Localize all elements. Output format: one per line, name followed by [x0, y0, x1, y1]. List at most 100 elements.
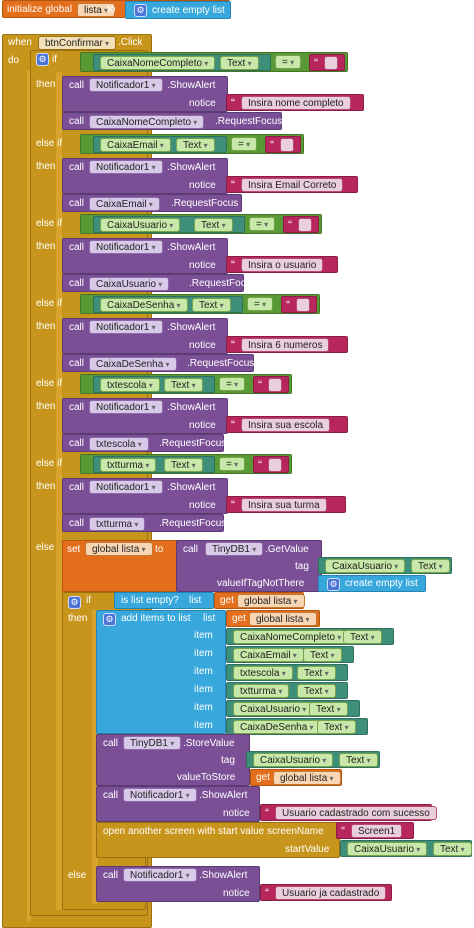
- empty-text-block[interactable]: “: [283, 216, 319, 233]
- property-dropdown[interactable]: Text: [164, 378, 203, 392]
- component-dropdown[interactable]: CaixaUsuario: [347, 842, 428, 856]
- component-getter-block[interactable]: CaixaUsuario Text: [93, 216, 245, 233]
- notifier-dropdown[interactable]: Notificador1: [89, 78, 163, 92]
- getvalue-block[interactable]: call TinyDB1 .GetValue tag valueIfTagNot…: [176, 540, 322, 592]
- component-dropdown[interactable]: CaixaNomeCompleto: [100, 56, 216, 70]
- text-block[interactable]: “ Screen1: [336, 822, 414, 839]
- component-getter-block[interactable]: txtturma Text: [93, 456, 215, 473]
- property-dropdown[interactable]: Text: [192, 298, 231, 312]
- message-text-block[interactable]: “ Insira sua escola: [226, 416, 348, 433]
- showalert-block[interactable]: call Notificador1 .ShowAlert notice: [62, 478, 228, 514]
- message-text-block[interactable]: “ Insira sua turma: [226, 496, 346, 513]
- notifier-dropdown[interactable]: Notificador1: [89, 400, 163, 414]
- component-dropdown[interactable]: CaixaUsuario: [325, 559, 406, 573]
- message-text-value[interactable]: Insira o usuario: [241, 258, 324, 272]
- getvalue-tag-block[interactable]: CaixaUsuario Text: [318, 557, 452, 574]
- property-dropdown[interactable]: Text: [297, 684, 336, 698]
- message-text-block[interactable]: “ Insira o usuario: [226, 256, 338, 273]
- property-dropdown[interactable]: Text: [303, 648, 342, 662]
- create-empty-list-block[interactable]: ⚙ create empty list: [318, 575, 426, 592]
- text-value[interactable]: Screen1: [351, 824, 403, 838]
- property-dropdown[interactable]: Text: [433, 842, 472, 856]
- notifier-dropdown[interactable]: Notificador1: [89, 240, 163, 254]
- compare-block[interactable]: txtturma Text = “: [80, 454, 292, 474]
- requestfocus-block[interactable]: call CaixaNomeCompleto .RequestFocus: [62, 112, 282, 130]
- operator-dropdown[interactable]: =: [231, 137, 258, 151]
- operator-dropdown[interactable]: =: [249, 217, 276, 231]
- component-dropdown[interactable]: CaixaUsuario: [253, 753, 334, 767]
- mutator-gear-icon[interactable]: ⚙: [36, 53, 49, 66]
- message-text-block[interactable]: “ Insira nome completo: [226, 94, 364, 111]
- getvalue-db-dropdown[interactable]: TinyDB1: [205, 542, 264, 556]
- showalert-block[interactable]: call Notificador1 .ShowAlert notice: [62, 238, 228, 274]
- message-text-value[interactable]: Insira sua escola: [241, 418, 331, 432]
- empty-text-value[interactable]: [268, 378, 282, 392]
- property-dropdown[interactable]: Text: [297, 666, 336, 680]
- empty-text-block[interactable]: “: [265, 136, 301, 153]
- requestfocus-block[interactable]: call CaixaUsuario .RequestFocus: [62, 274, 256, 292]
- component-dropdown[interactable]: txtescola: [100, 378, 160, 392]
- set-global-block[interactable]: set global lista to: [62, 540, 178, 592]
- component-dropdown[interactable]: CaixaDeSenha: [233, 720, 321, 734]
- focus-component-dropdown[interactable]: CaixaUsuario: [89, 277, 170, 291]
- create-empty-list-block[interactable]: ⚙ create empty list: [125, 1, 231, 19]
- get-var-block[interactable]: get global lista: [214, 592, 305, 609]
- text-value[interactable]: Usuario cadastrado com sucesso: [275, 806, 437, 820]
- compare-block[interactable]: CaixaDeSenha Text = “: [80, 294, 320, 314]
- gear-icon[interactable]: ⚙: [134, 4, 147, 17]
- notifier-dropdown[interactable]: Notificador1: [123, 868, 197, 882]
- component-dropdown[interactable]: CaixaUsuario: [233, 702, 314, 716]
- component-dropdown[interactable]: CaixaDeSenha: [100, 298, 188, 312]
- component-dropdown[interactable]: CaixaUsuario: [100, 218, 181, 232]
- requestfocus-block[interactable]: call CaixaDeSenha .RequestFocus: [62, 354, 254, 372]
- focus-component-dropdown[interactable]: txtturma: [89, 517, 146, 531]
- event-component-dropdown[interactable]: btnConfirmar: [38, 36, 117, 50]
- requestfocus-block[interactable]: call txtturma .RequestFocus: [62, 514, 226, 532]
- compare-block[interactable]: CaixaNomeCompleto Text = “: [80, 52, 348, 72]
- text-value[interactable]: Usuario ja cadastrado: [275, 886, 387, 900]
- operator-dropdown[interactable]: =: [247, 297, 274, 311]
- property-dropdown[interactable]: Text: [220, 56, 259, 70]
- showalert-duplicate-block[interactable]: call Notificador1 .ShowAlert notice: [96, 866, 260, 902]
- empty-text-block[interactable]: “: [253, 456, 289, 473]
- showalert-block[interactable]: call Notificador1 .ShowAlert notice: [62, 318, 228, 354]
- property-dropdown[interactable]: Text: [317, 720, 356, 734]
- is-list-empty-block[interactable]: is list empty? list: [114, 592, 214, 609]
- set-var-dropdown[interactable]: global lista: [85, 542, 153, 556]
- operator-dropdown[interactable]: =: [219, 377, 246, 391]
- showalert-block[interactable]: call Notificador1 .ShowAlert notice: [62, 158, 228, 194]
- storevalue-block[interactable]: call TinyDB1 .StoreValue tag valueToStor…: [96, 734, 250, 786]
- get-var-block[interactable]: get global lista: [250, 769, 342, 786]
- component-dropdown[interactable]: CaixaNomeCompleto: [233, 630, 349, 644]
- init-global-block[interactable]: initialize global lista to ⚙ create empt…: [2, 0, 231, 19]
- focus-component-dropdown[interactable]: CaixaNomeCompleto: [89, 115, 205, 129]
- startvalue-comp-block[interactable]: CaixaUsuario Text: [340, 840, 472, 857]
- compare-block[interactable]: CaixaUsuario Text = “: [80, 214, 322, 234]
- empty-text-value[interactable]: [296, 298, 310, 312]
- component-getter-block[interactable]: CaixaEmail Text: [93, 136, 227, 153]
- property-dropdown[interactable]: Text: [411, 559, 450, 573]
- component-dropdown[interactable]: txtturma: [233, 684, 290, 698]
- message-text-value[interactable]: Insira sua turma: [241, 498, 327, 512]
- item-getter-block[interactable]: CaixaDeSenha Text: [226, 718, 368, 735]
- showalert-block[interactable]: call Notificador1 .ShowAlert notice: [62, 76, 228, 112]
- showalert-success-block[interactable]: call Notificador1 .ShowAlert notice: [96, 786, 260, 822]
- message-text-value[interactable]: Insira Email Correto: [241, 178, 344, 192]
- open-screen-block[interactable]: open another screen with start value scr…: [96, 822, 340, 858]
- item-getter-block[interactable]: CaixaEmail Text: [226, 646, 354, 663]
- component-dropdown[interactable]: txtescola: [233, 666, 293, 680]
- empty-text-value[interactable]: [280, 138, 294, 152]
- focus-component-dropdown[interactable]: txtescola: [89, 437, 149, 451]
- text-block[interactable]: “ Usuario cadastrado com sucesso: [260, 804, 437, 821]
- compare-block[interactable]: txtescola Text = “: [80, 374, 292, 394]
- notifier-dropdown[interactable]: Notificador1: [123, 788, 197, 802]
- notifier-dropdown[interactable]: Notificador1: [89, 480, 163, 494]
- notifier-dropdown[interactable]: Notificador1: [89, 320, 163, 334]
- empty-text-value[interactable]: [268, 458, 282, 472]
- add-items-block[interactable]: ⚙ add items to list list: [96, 610, 226, 734]
- get-var-dropdown[interactable]: global lista: [249, 612, 317, 626]
- storevalue-tag-block[interactable]: CaixaUsuario Text: [246, 751, 380, 768]
- item-getter-block[interactable]: txtturma Text: [226, 682, 348, 699]
- operator-dropdown[interactable]: =: [275, 55, 302, 69]
- operator-dropdown[interactable]: =: [219, 457, 246, 471]
